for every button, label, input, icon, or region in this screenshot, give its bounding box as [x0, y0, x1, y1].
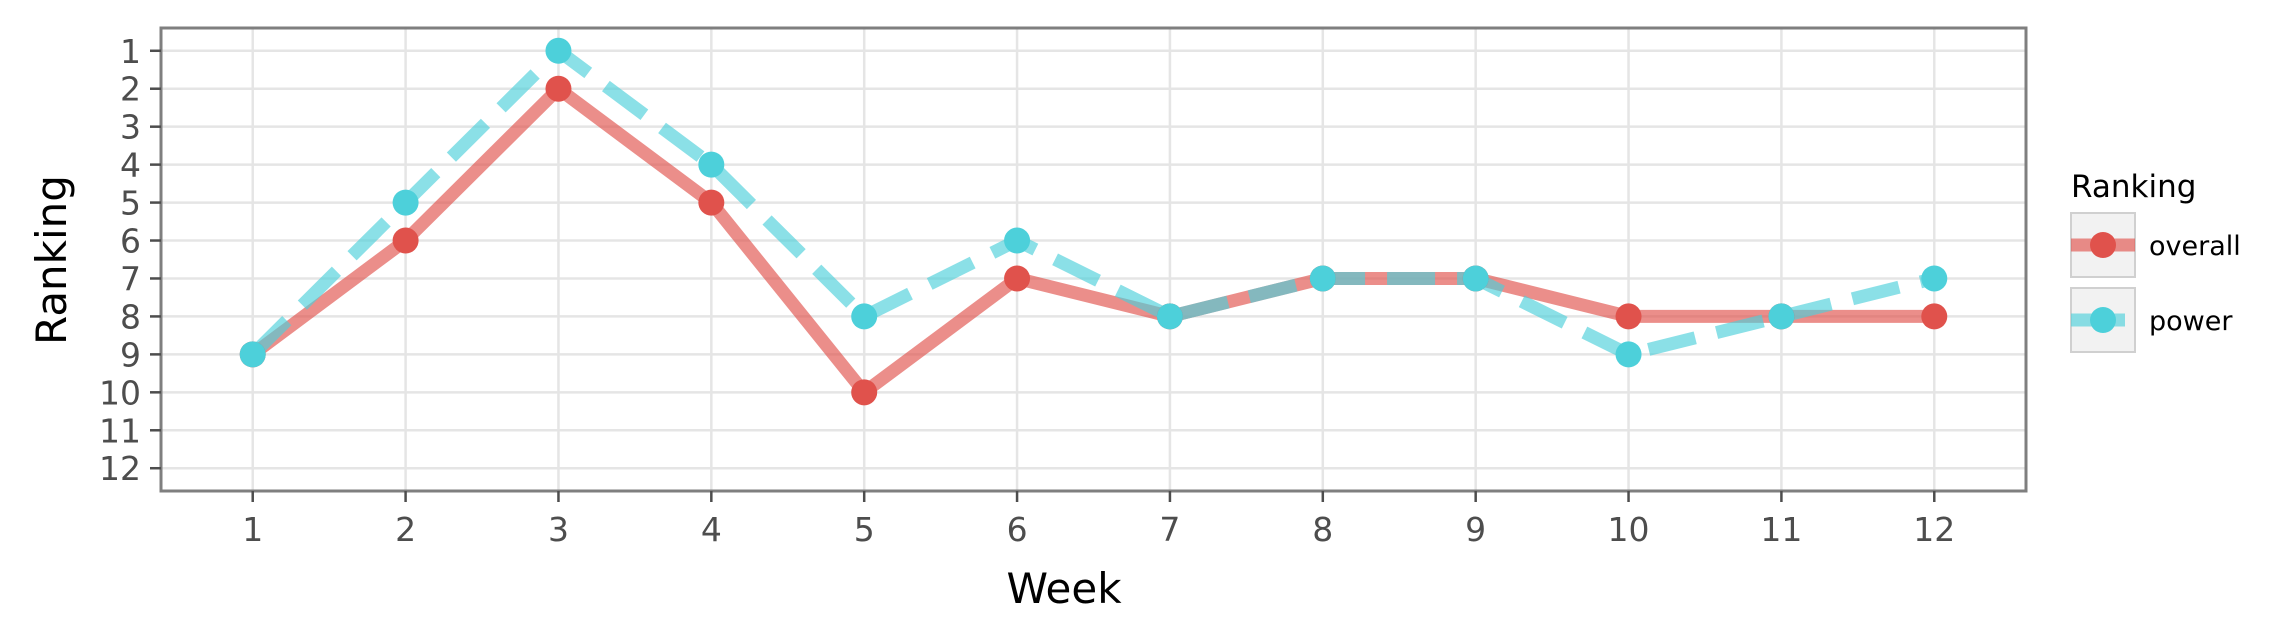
x-tick-label: 3 — [548, 510, 569, 549]
legend-label: power — [2149, 306, 2233, 337]
x-tick-label: 5 — [854, 510, 875, 549]
x-tick-label: 8 — [1312, 510, 1333, 549]
y-axis-title: Ranking — [27, 175, 76, 345]
legend-keys: overall power — [2070, 212, 2241, 353]
x-axis-title: Week — [1006, 564, 1122, 613]
data-point-power — [1615, 341, 1642, 368]
legend-title: Ranking — [2071, 169, 2196, 205]
legend: Ranking overall power — [2070, 169, 2241, 353]
x-tick-label: 9 — [1465, 510, 1486, 549]
y-tick-label: 7 — [120, 259, 141, 298]
data-point-overall — [545, 75, 572, 102]
data-point-overall — [1921, 303, 1948, 330]
series-line-overall — [248, 80, 1935, 402]
data-point-overall — [698, 189, 725, 216]
data-point-power — [239, 341, 266, 368]
data-point-power — [698, 151, 725, 178]
x-tick-label: 4 — [701, 510, 722, 549]
x-tick-label: 6 — [1007, 510, 1028, 549]
x-tick-label: 2 — [395, 510, 416, 549]
data-point-overall — [1615, 303, 1642, 330]
data-point-power — [545, 37, 572, 64]
x-tick-label: 12 — [1913, 510, 1955, 549]
data-point-power — [392, 189, 419, 216]
data-point-power — [1462, 265, 1489, 292]
y-tick-label: 4 — [120, 146, 141, 185]
series-points — [239, 37, 1948, 406]
y-tick-label: 12 — [99, 449, 141, 488]
data-point-overall — [392, 227, 419, 254]
legend-item-overall: overall — [2070, 212, 2241, 278]
legend-label: overall — [2149, 231, 2241, 262]
y-tick-label: 9 — [120, 335, 141, 374]
series-line-power — [248, 42, 1936, 362]
axis-ticks — [150, 49, 1936, 502]
y-tick-label: 10 — [99, 373, 141, 412]
x-tick-label: 11 — [1760, 510, 1802, 549]
data-point-power — [1156, 303, 1183, 330]
legend-key-point — [2090, 232, 2116, 258]
y-tick-label: 6 — [120, 222, 141, 261]
data-point-overall — [851, 379, 878, 406]
y-tick-label: 11 — [99, 411, 141, 450]
legend-key-point — [2090, 307, 2116, 333]
y-tick-label: 2 — [120, 70, 141, 109]
legend-item-power: power — [2070, 287, 2233, 353]
y-tick-label: 1 — [120, 32, 141, 71]
data-point-power — [1921, 265, 1948, 292]
y-tick-label: 5 — [120, 184, 141, 223]
data-point-power — [1004, 227, 1031, 254]
data-point-power — [1768, 303, 1795, 330]
panel-border — [159, 26, 2028, 493]
y-tick-label: 3 — [120, 108, 141, 147]
x-tick-label: 1 — [242, 510, 263, 549]
series-lines — [248, 42, 1936, 402]
data-point-power — [1309, 265, 1336, 292]
data-point-overall — [1004, 265, 1031, 292]
x-tick-label: 10 — [1608, 510, 1650, 549]
data-point-power — [851, 303, 878, 330]
x-tick-label: 7 — [1159, 510, 1180, 549]
y-tick-label: 8 — [120, 297, 141, 336]
